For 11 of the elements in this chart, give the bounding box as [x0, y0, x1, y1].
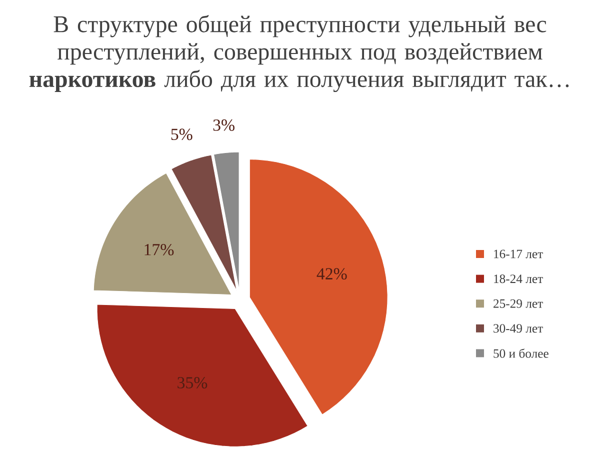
legend-label: 30-49 лет: [494, 324, 543, 333]
legend-label: 25-29 лет: [494, 299, 543, 308]
legend-label: 18-24 лет: [494, 274, 543, 284]
data-label: 35%: [178, 377, 208, 388]
data-label: 17%: [144, 244, 174, 256]
data-label: 42%: [316, 268, 347, 280]
legend-label: 50 и более: [494, 348, 548, 358]
chart-title: В структуре общей преступности удельный вес преступлений, совершенных под воздействием наркотиков либо для их получения выглядит так…: [29, 14, 569, 92]
data-label: 5%: [171, 128, 192, 140]
data-label: 3%: [213, 119, 234, 131]
legend-label: 16-17 лет: [494, 250, 543, 258]
